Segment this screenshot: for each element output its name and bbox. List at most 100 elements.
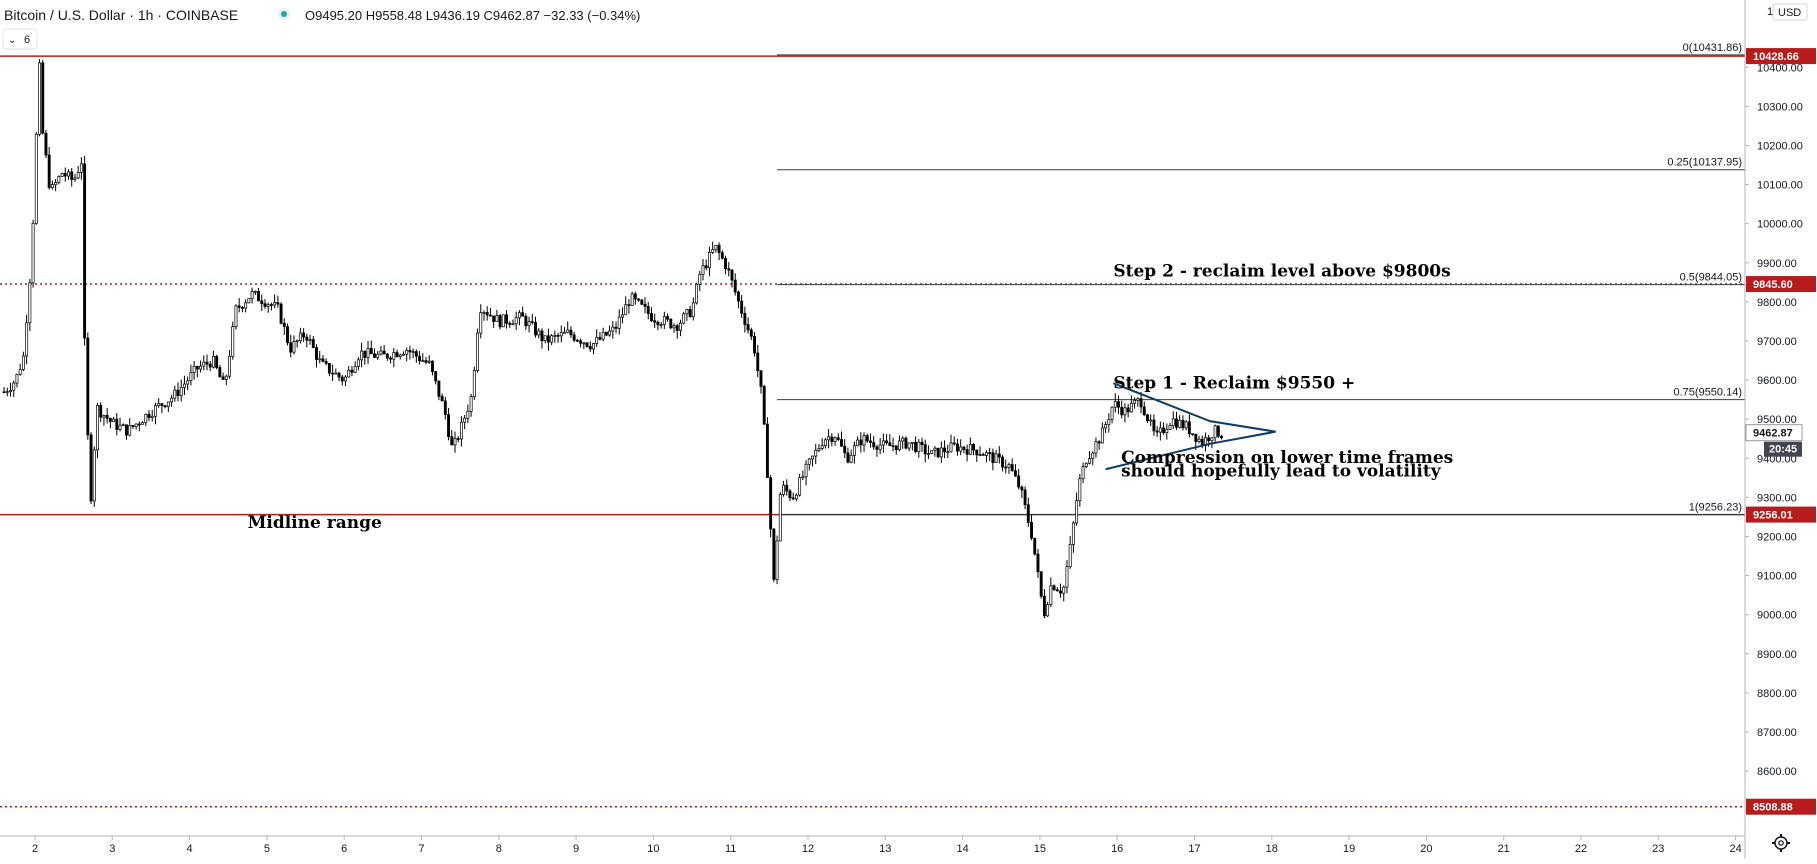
candle-body <box>978 454 982 456</box>
candle-body <box>485 312 489 316</box>
candle-body <box>298 332 302 341</box>
candle-body <box>794 494 798 500</box>
candle-body <box>698 274 702 285</box>
currency-box[interactable] <box>1772 3 1808 21</box>
candle <box>31 219 35 288</box>
candle-body <box>736 291 740 302</box>
candle <box>469 393 473 417</box>
candle-body <box>289 342 293 353</box>
candle-body <box>965 449 969 455</box>
fib-level-label: 0.75(9550.14) <box>1674 387 1743 399</box>
candle-body <box>366 347 370 358</box>
price-axis[interactable]: 10400.00 10300.00 10200.00 10100.00 10000.00… <box>1744 0 1816 859</box>
candle-body <box>234 305 238 327</box>
candle-body <box>440 395 444 402</box>
x-tick-label: 20 <box>1420 843 1432 855</box>
x-tick-label: 24 <box>1729 843 1741 855</box>
candle <box>1059 583 1062 598</box>
candle <box>740 295 744 318</box>
candle <box>994 449 998 463</box>
candle-body <box>2 391 6 394</box>
candle <box>762 384 766 426</box>
candle <box>240 306 244 313</box>
candle <box>405 347 409 362</box>
candle <box>540 328 544 349</box>
candle-body <box>566 329 570 333</box>
candle <box>930 449 934 454</box>
candle-body <box>1207 437 1211 442</box>
candle-body <box>31 223 35 284</box>
candle <box>901 436 905 449</box>
candle-body <box>1191 433 1195 436</box>
candle-body <box>1162 427 1166 433</box>
gear-icon[interactable] <box>1772 834 1790 852</box>
candle-body <box>1197 438 1201 442</box>
candle <box>1139 391 1143 414</box>
candle <box>865 433 869 443</box>
indicator-toggle[interactable]: ⌄ 6 <box>2 28 38 50</box>
y-tick-label: 10300.00 <box>1757 101 1803 113</box>
candle-body <box>762 386 766 425</box>
candle <box>701 258 705 281</box>
candle-body <box>1171 418 1175 426</box>
candle <box>704 259 708 271</box>
candle-body <box>240 307 244 309</box>
candle <box>714 244 718 253</box>
candle <box>759 370 763 394</box>
candle-body <box>936 447 940 458</box>
y-tick-label: 9600.00 <box>1757 375 1797 387</box>
candle-body <box>1023 489 1027 506</box>
y-tick-label: 9200.00 <box>1757 531 1797 543</box>
candle-body <box>205 361 209 365</box>
candle <box>794 493 798 502</box>
candle <box>1129 395 1133 413</box>
candle <box>373 348 376 358</box>
candle-body <box>769 477 773 530</box>
candle <box>939 441 943 463</box>
candle <box>459 416 463 447</box>
symbol-header[interactable]: Bitcoin / U.S. Dollar · 1h · COINBASE O9… <box>4 7 640 23</box>
candle-body <box>546 335 550 343</box>
candle-body <box>543 335 547 342</box>
candle-body <box>743 312 747 325</box>
candle-body <box>186 380 190 385</box>
candle <box>189 364 193 386</box>
candle <box>1175 411 1178 431</box>
candle <box>888 434 892 447</box>
candle-body <box>79 163 83 173</box>
candle-body <box>1030 522 1033 539</box>
candle-body <box>189 372 193 382</box>
indicator-toggle-box[interactable] <box>2 28 38 50</box>
chart-annotation: Step 2 - reclaim level above $9800s <box>1113 261 1450 281</box>
candle-body <box>318 358 322 361</box>
candle <box>105 407 109 424</box>
candle <box>685 308 689 321</box>
candle-body <box>1020 486 1024 491</box>
candle-body <box>9 389 12 392</box>
candle <box>524 313 528 331</box>
x-tick-label: 5 <box>264 843 270 855</box>
candle <box>997 446 1001 464</box>
candle-body <box>765 423 769 479</box>
candle-body <box>724 257 727 270</box>
currency-badge[interactable]: 1 USD <box>1767 3 1808 21</box>
candle <box>1007 462 1011 474</box>
candle <box>869 433 872 448</box>
candle-body <box>1094 441 1098 454</box>
candle-body <box>679 322 682 331</box>
candle <box>872 435 876 450</box>
candle-body <box>701 265 705 275</box>
candle-body <box>92 449 96 502</box>
candle-body <box>968 444 972 455</box>
chart-annotation: Compression on lower time frames <box>1121 448 1453 468</box>
candle <box>279 302 283 325</box>
candle <box>170 394 174 407</box>
time-axis[interactable]: 2 3 4 5 6 7 8 9 10 11 12 13 14 15 16 17 18 19 20 21 22 23 24 <box>0 835 1745 855</box>
candle <box>1036 548 1040 578</box>
candle <box>836 433 840 442</box>
candle <box>237 298 241 313</box>
candle-body <box>228 355 231 377</box>
candle <box>675 323 679 339</box>
candle-body <box>443 400 447 416</box>
